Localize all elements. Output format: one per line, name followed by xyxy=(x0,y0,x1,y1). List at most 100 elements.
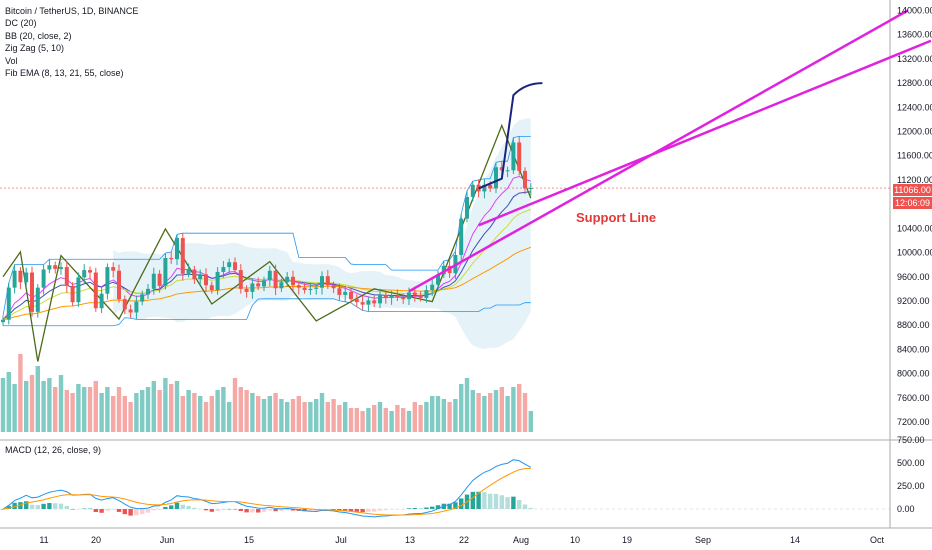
macd-histogram-bar xyxy=(435,505,441,509)
date-tick-label: 13 xyxy=(405,535,415,545)
date-tick-label: Oct xyxy=(870,535,885,545)
volume-bar xyxy=(203,402,209,432)
candle-body xyxy=(285,276,290,283)
candle-body xyxy=(238,270,243,289)
macd-histogram-bar xyxy=(70,509,75,510)
candle-body xyxy=(296,285,301,288)
candle-body xyxy=(1,319,5,323)
volume-bar xyxy=(296,396,301,432)
volume-bar xyxy=(285,402,290,432)
candle-body xyxy=(372,300,377,304)
volume-bar xyxy=(238,387,243,432)
candle-body xyxy=(6,287,11,320)
volume-bar xyxy=(122,396,127,432)
volume-bar xyxy=(58,375,64,432)
macd-histogram-bar xyxy=(256,509,261,513)
macd-histogram-bar xyxy=(227,508,232,510)
candle-body xyxy=(151,273,156,289)
macd-histogram-bar xyxy=(343,509,348,511)
macd-histogram-bar xyxy=(377,509,383,511)
macd-tick-label: 0.00 xyxy=(897,504,915,514)
volume-bar xyxy=(221,387,226,432)
volume-bar xyxy=(93,381,98,432)
volume-bar xyxy=(267,396,272,432)
macd-histogram-bar xyxy=(267,509,272,511)
candle-body xyxy=(169,258,174,260)
macd-histogram-bar xyxy=(261,509,267,512)
volume-bar xyxy=(430,396,435,432)
date-tick-label: 22 xyxy=(459,535,469,545)
macd-histogram-bar xyxy=(53,503,58,509)
candle-body xyxy=(320,276,324,288)
volume-bar xyxy=(447,402,452,432)
candle-body xyxy=(128,309,133,313)
price-tick-label: 13200.00 xyxy=(897,54,932,64)
macd-histogram-bar xyxy=(116,509,122,512)
macd-histogram-bar xyxy=(215,509,220,511)
macd-histogram-bar xyxy=(87,508,93,510)
candle-body xyxy=(250,283,255,292)
macd-histogram-bar xyxy=(198,508,203,510)
candle-body xyxy=(389,295,394,298)
macd-histogram-bar xyxy=(505,497,510,509)
candle-body xyxy=(499,167,504,171)
candle-body xyxy=(267,270,272,281)
macd-histogram-bar xyxy=(105,509,110,511)
candle-body xyxy=(233,262,237,271)
legend-zigzag: Zig Zag (5, 10) xyxy=(5,43,65,54)
volume-bar xyxy=(64,390,69,432)
candle-body xyxy=(349,291,353,300)
macd-histogram-bar xyxy=(488,493,493,509)
candle-body xyxy=(157,273,162,286)
price-tick-label: 8400.00 xyxy=(897,344,930,354)
volume-bar xyxy=(517,384,522,432)
volume-bar xyxy=(163,378,168,432)
macd-histogram-bar xyxy=(401,509,406,510)
macd-histogram-bar xyxy=(221,509,226,511)
volume-bar xyxy=(464,378,470,432)
volume-bar xyxy=(12,384,17,432)
candle-body xyxy=(186,269,191,274)
candle-body xyxy=(418,294,423,298)
volume-bar xyxy=(406,411,412,432)
macd-histogram-bar xyxy=(35,505,40,509)
macd-histogram-bar xyxy=(331,509,336,510)
candle-body xyxy=(30,272,34,312)
volume-bar xyxy=(192,393,197,432)
volume-bar xyxy=(279,399,284,432)
donchian-upper xyxy=(2,135,531,317)
candle-body xyxy=(331,285,336,289)
candle-body xyxy=(163,258,168,286)
volume-bar xyxy=(198,396,203,432)
macd-histogram-bar xyxy=(302,509,307,512)
candle-body xyxy=(523,170,527,189)
macd-histogram-bar xyxy=(0,509,6,510)
date-tick-label: 10 xyxy=(570,535,580,545)
volume-bar xyxy=(290,399,296,432)
candle-body xyxy=(430,284,435,291)
macd-histogram-bar xyxy=(145,509,151,513)
macd-tick-label: 250.00 xyxy=(897,481,925,491)
date-tick-label: Jul xyxy=(335,535,347,545)
macd-histogram-bar xyxy=(244,509,249,513)
candle-body xyxy=(122,299,127,310)
volume-bar xyxy=(151,381,156,432)
legend-dc: DC (20) xyxy=(5,18,37,29)
macd-histogram-bar xyxy=(186,505,191,509)
price-tick-label: 7600.00 xyxy=(897,393,930,403)
volume-bar xyxy=(505,396,510,432)
candle-body xyxy=(337,288,342,295)
macd-histogram-bar xyxy=(111,509,116,510)
volume-bar xyxy=(383,408,388,432)
candle-body xyxy=(325,276,330,286)
macd-histogram-bar xyxy=(337,509,342,511)
volume-bar xyxy=(105,387,110,432)
volume-bar xyxy=(331,399,336,432)
candle-body xyxy=(41,269,46,288)
last-price-badge: 11066.00 xyxy=(893,184,932,196)
macd-histogram-bar xyxy=(232,509,238,510)
candle-body xyxy=(93,272,98,309)
volume-bar xyxy=(401,408,406,432)
macd-histogram-bar xyxy=(430,506,435,509)
